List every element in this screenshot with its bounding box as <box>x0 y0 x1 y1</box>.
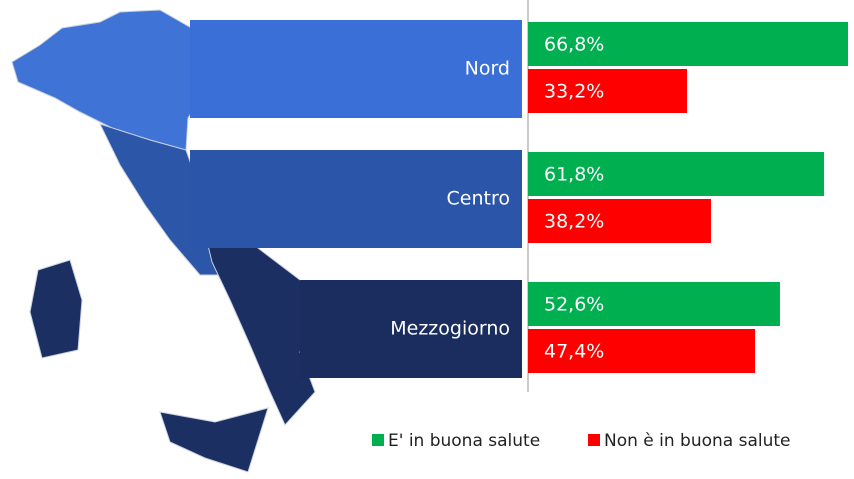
category-label: Nord <box>465 58 510 80</box>
legend-swatch <box>372 434 384 446</box>
bar <box>528 22 848 66</box>
region-band <box>190 20 522 118</box>
category-label: Centro <box>447 188 510 210</box>
bar <box>528 69 688 113</box>
value-label: 33,2% <box>544 81 604 103</box>
bar <box>528 329 756 373</box>
map-sardinia <box>29 259 83 359</box>
legend-label: E' in buona salute <box>388 431 540 451</box>
value-label: 66,8% <box>544 34 604 56</box>
value-label: 47,4% <box>544 341 604 363</box>
legend-label: Non è in buona salute <box>604 431 791 451</box>
bar <box>528 282 780 326</box>
legend-swatch <box>588 434 600 446</box>
bar <box>528 199 711 243</box>
value-label: 38,2% <box>544 211 604 233</box>
region-band <box>190 150 522 248</box>
region-band <box>300 280 522 378</box>
value-label: 52,6% <box>544 294 604 316</box>
bar <box>528 152 825 196</box>
category-label: Mezzogiorno <box>390 318 510 340</box>
value-label: 61,8% <box>544 164 604 186</box>
map-sicily <box>159 407 269 473</box>
